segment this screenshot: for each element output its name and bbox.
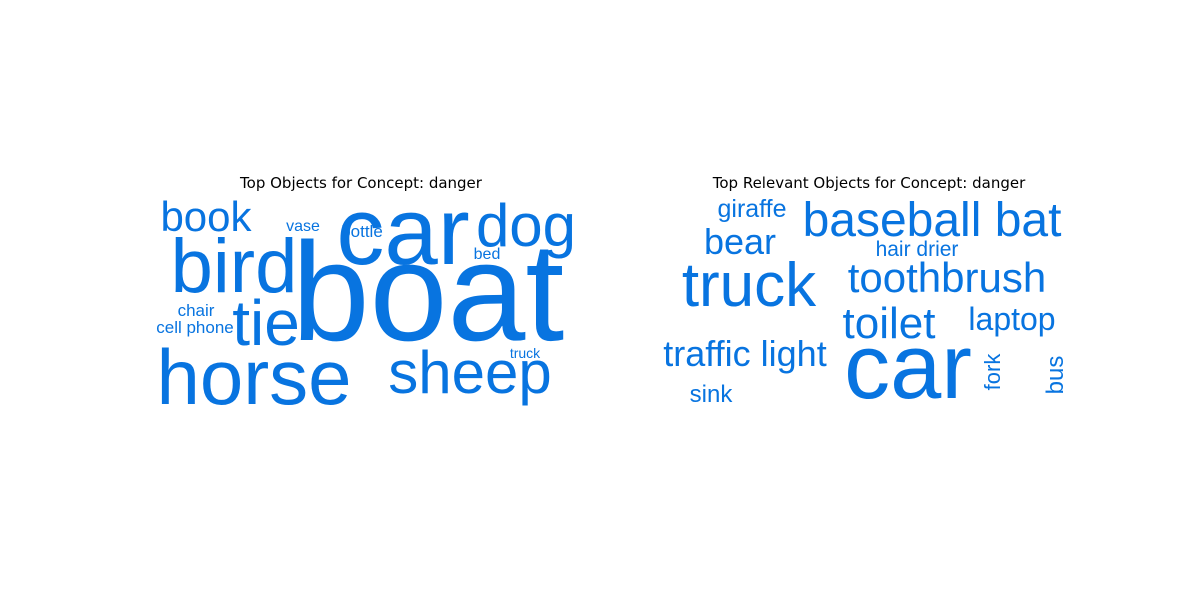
cloud-word-toilet: toilet bbox=[843, 299, 936, 348]
cloud-word-giraffe: giraffe bbox=[717, 195, 786, 223]
cloud-word-traffic-light: traffic light bbox=[663, 333, 826, 374]
cloud-word-bus: bus bbox=[1042, 356, 1069, 395]
cloud-word-bottle: bottle bbox=[341, 222, 383, 241]
cloud-word-hair-drier: hair drier bbox=[876, 238, 959, 261]
chart-title-objects: Top Objects for Concept: danger bbox=[240, 174, 482, 192]
cloud-word-tie: tie bbox=[232, 287, 300, 359]
cloud-word-horse: horse bbox=[156, 333, 351, 421]
cloud-word-book: book bbox=[160, 193, 252, 240]
cloud-word-truck: truck bbox=[510, 345, 541, 361]
cloud-word-bird: bird bbox=[171, 224, 298, 309]
cloud-word-bed: bed bbox=[474, 246, 501, 263]
cloud-word-sink: sink bbox=[690, 381, 734, 408]
cloud-word-bear: bear bbox=[704, 221, 776, 262]
cloud-word-laptop: laptop bbox=[968, 301, 1055, 337]
cloud-word-sheep: sheep bbox=[388, 339, 551, 406]
cloud-word-vase: vase bbox=[286, 218, 320, 235]
cloud-word-cell-phone: cell phone bbox=[156, 318, 234, 337]
cloud-word-boat: boat bbox=[292, 213, 564, 370]
cloud-word-toothbrush: toothbrush bbox=[848, 254, 1046, 301]
chart-title-relevant-objects: Top Relevant Objects for Concept: danger bbox=[712, 174, 1026, 192]
cloud-word-car: car bbox=[844, 316, 972, 418]
cloud-word-car: car bbox=[336, 178, 469, 285]
cloud-word-baseball-bat: baseball bat bbox=[803, 194, 1062, 247]
cloud-word-dog: dog bbox=[476, 192, 576, 259]
cloud-word-fork: fork bbox=[980, 353, 1005, 391]
cloud-word-chair: chair bbox=[178, 301, 215, 320]
cloud-word-truck: truck bbox=[682, 251, 817, 320]
